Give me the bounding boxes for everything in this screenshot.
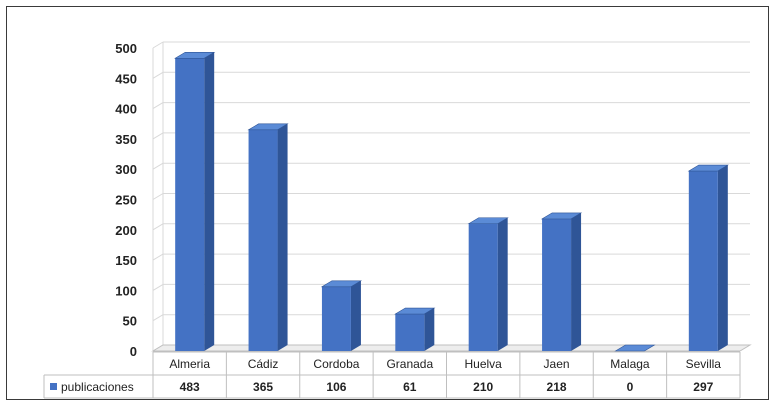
bar-side xyxy=(571,212,582,351)
bar-malaga xyxy=(614,344,656,352)
bar-jaen xyxy=(540,212,583,351)
y-tick-label: 200 xyxy=(115,223,137,238)
gridline-side xyxy=(152,223,164,231)
x-tick-label: Sevilla xyxy=(686,357,722,371)
y-tick-label: 100 xyxy=(115,283,137,298)
legend-entry: publicaciones xyxy=(61,380,134,394)
bar-top xyxy=(174,52,216,59)
bar-cádiz xyxy=(247,123,289,351)
bar-side xyxy=(277,123,288,351)
bar-front xyxy=(542,218,572,351)
gridline-side xyxy=(152,193,164,200)
data-table: Almeria 483 Cádiz 365 Cordoba 106 Granada 61 Hue… xyxy=(43,351,741,399)
y-tick-label: 0 xyxy=(130,344,137,359)
data-label: 483 xyxy=(180,380,200,394)
x-tick-label: Malaga xyxy=(610,357,650,371)
data-label: 0 xyxy=(627,380,634,394)
x-tick-label: Granada xyxy=(386,357,433,371)
gridline-side xyxy=(152,102,164,110)
y-tick-label: 300 xyxy=(115,162,137,177)
bar-layer xyxy=(174,52,729,352)
y-tick-label: 400 xyxy=(115,102,137,117)
bar-front xyxy=(175,58,205,351)
y-tick-label: 350 xyxy=(115,132,137,147)
bar-front xyxy=(395,314,425,351)
gridline-side xyxy=(152,41,164,49)
chart-floor xyxy=(151,344,752,352)
bar-top xyxy=(467,217,509,225)
gridline-side xyxy=(152,132,164,140)
data-label: 297 xyxy=(693,380,713,394)
bar-front xyxy=(468,223,498,351)
gridline-side xyxy=(152,162,164,170)
bar-side xyxy=(424,308,435,351)
y-tick-label: 150 xyxy=(115,253,137,268)
y-tick-label: 250 xyxy=(115,193,137,208)
bar-sevilla xyxy=(687,164,729,351)
bar-almeria xyxy=(174,52,216,351)
gridline-side xyxy=(152,283,164,291)
data-label: 61 xyxy=(403,380,417,394)
y-tick-label: 500 xyxy=(115,41,137,56)
gridline-side xyxy=(152,253,164,261)
bar-side xyxy=(497,217,508,351)
bar-top xyxy=(394,307,436,315)
y-tick-label: 50 xyxy=(123,314,137,329)
y-axis: 0 50 100 150 200 250 300 350 400 450 500 xyxy=(115,41,137,359)
gridline-side xyxy=(152,71,164,79)
bar-huelva xyxy=(467,217,509,351)
bar-front xyxy=(248,129,278,351)
bar-side xyxy=(717,165,728,351)
bar-top xyxy=(687,164,729,172)
data-label: 210 xyxy=(473,380,493,394)
bar-top xyxy=(247,123,289,131)
data-label: 365 xyxy=(253,380,273,394)
x-tick-label: Huelva xyxy=(465,357,503,371)
bar-granada xyxy=(394,307,436,351)
bar-cordoba xyxy=(320,280,363,351)
bar-front xyxy=(321,286,351,351)
y-tick-label: 450 xyxy=(115,71,137,86)
bar-side xyxy=(204,52,215,351)
x-tick-label: Cádiz xyxy=(248,357,279,371)
bar-top xyxy=(540,212,583,220)
bar-top xyxy=(614,344,656,352)
x-tick-label: Jaen xyxy=(544,357,570,371)
x-tick-label: Almeria xyxy=(169,357,210,371)
data-label: 106 xyxy=(326,380,346,394)
data-label: 218 xyxy=(547,380,567,394)
gridline-side xyxy=(152,314,164,322)
bar-front xyxy=(688,171,718,351)
legend-swatch xyxy=(50,383,57,390)
x-tick-label: Cordoba xyxy=(313,357,359,371)
bar-top xyxy=(320,280,363,288)
bar-side xyxy=(350,280,361,351)
